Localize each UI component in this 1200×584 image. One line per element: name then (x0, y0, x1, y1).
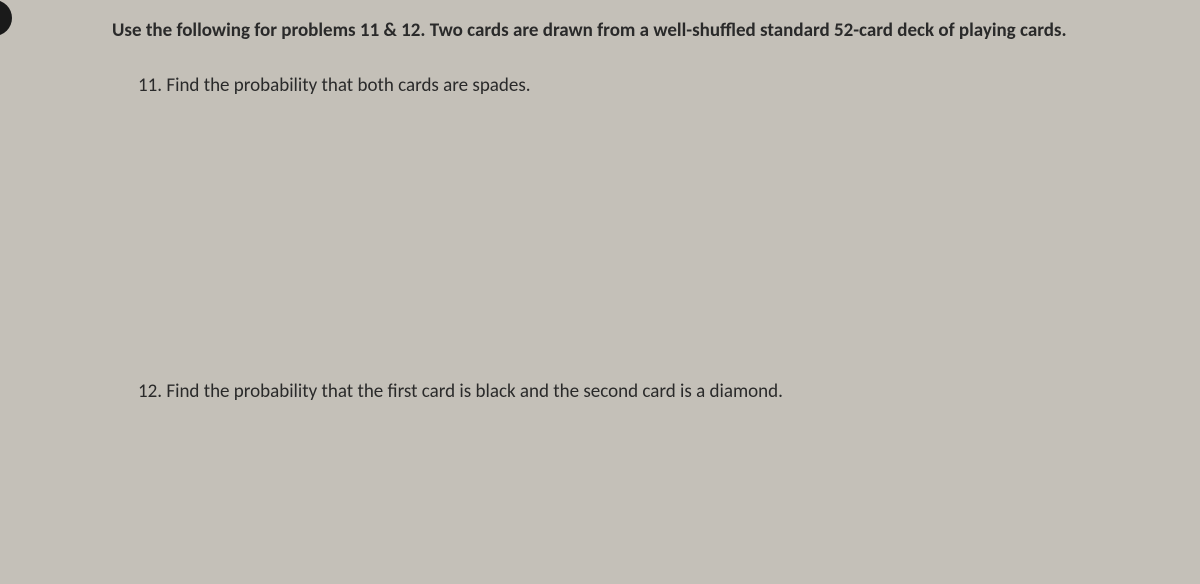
problem-12-number: 12. (138, 380, 162, 403)
section-instructions: Use the following for problems 11 & 12. … (112, 18, 1140, 45)
worksheet-page: Use the following for problems 11 & 12. … (0, 0, 1200, 406)
problem-12-text: Find the probability that the first card… (166, 380, 783, 403)
problem-12: 12. Find the probability that the first … (138, 379, 1140, 406)
problem-11-number: 11. (138, 74, 162, 97)
problem-11-text: Find the probability that both cards are… (166, 74, 530, 97)
problem-11: 11. Find the probability that both cards… (138, 73, 1140, 100)
